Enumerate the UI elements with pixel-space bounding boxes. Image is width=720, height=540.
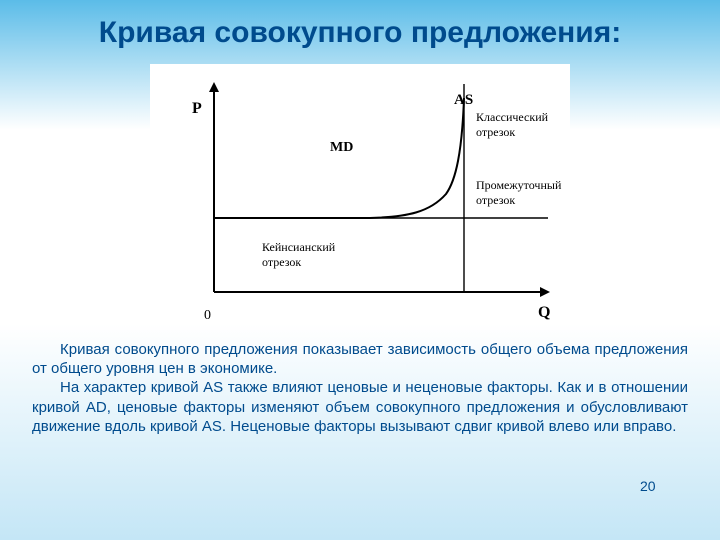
- slide: { "title": { "text": "Кривая совокупного…: [0, 0, 720, 540]
- as-chart: P Q 0 MD ASКлассический отрезок Промежуточный…: [150, 64, 570, 324]
- page-number: 20: [640, 478, 656, 494]
- chart-label-P: P: [192, 100, 202, 118]
- body-text: Кривая совокупного предложения показывае…: [0, 324, 720, 436]
- chart-label-inter: Промежуточный отрезок: [476, 178, 561, 208]
- chart-label-MD: MD: [330, 140, 353, 156]
- slide-title: Кривая совокупного предложения:: [0, 0, 720, 50]
- chart-label-classic: Классический отрезок: [476, 110, 548, 140]
- chart-label-Q: Q: [538, 304, 550, 322]
- body-p1: Кривая совокупного предложения показывае…: [32, 341, 688, 377]
- chart-label-origin: 0: [204, 308, 211, 324]
- chart-label-AS: AS: [454, 92, 473, 109]
- chart-label-keynes: Кейнсианский отрезок: [262, 240, 335, 270]
- body-p2: На характер кривой AS также влияют ценов…: [32, 379, 688, 434]
